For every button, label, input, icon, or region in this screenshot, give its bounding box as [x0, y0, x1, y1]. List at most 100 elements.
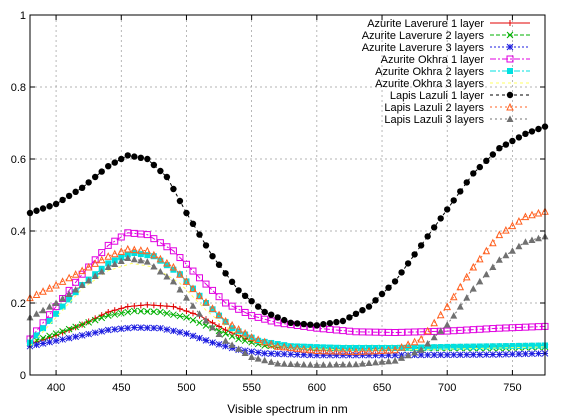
data-point	[85, 179, 92, 186]
data-point	[163, 272, 171, 280]
data-point	[443, 351, 451, 359]
data-point	[53, 310, 60, 317]
data-point	[163, 309, 171, 317]
data-point	[98, 268, 106, 275]
data-point	[319, 361, 327, 368]
data-point	[515, 216, 523, 225]
legend-item: Lapis Lazuli 1 layer	[390, 90, 530, 102]
data-point	[91, 259, 99, 267]
data-point	[372, 328, 380, 336]
data-point	[444, 343, 451, 350]
data-point	[508, 247, 516, 254]
data-point	[52, 330, 60, 337]
data-point	[281, 316, 288, 324]
data-point	[104, 252, 113, 260]
data-point	[118, 155, 125, 163]
data-point	[392, 345, 399, 351]
series-9	[26, 232, 549, 368]
data-point	[183, 314, 190, 321]
data-point	[202, 280, 210, 288]
data-point	[352, 310, 360, 317]
data-point	[463, 343, 470, 350]
data-point	[261, 350, 269, 357]
data-point	[157, 308, 164, 316]
data-point	[326, 325, 334, 333]
data-point	[209, 339, 216, 346]
data-point	[528, 236, 536, 243]
data-point	[372, 358, 380, 366]
data-point	[267, 350, 275, 357]
data-point	[417, 242, 425, 249]
data-point	[143, 246, 152, 255]
data-point	[235, 328, 242, 335]
data-point	[176, 328, 184, 336]
data-point	[46, 311, 54, 319]
data-point	[46, 203, 53, 210]
data-point	[326, 351, 334, 359]
data-point	[215, 261, 223, 268]
y-tick-label: 0.4	[11, 226, 26, 238]
data-point	[169, 277, 177, 285]
data-point	[46, 332, 53, 340]
data-point	[352, 328, 360, 336]
data-point	[404, 351, 412, 359]
data-point	[137, 324, 145, 332]
data-point	[313, 322, 321, 329]
data-point	[502, 324, 510, 332]
data-point	[365, 346, 373, 355]
data-point	[352, 347, 360, 356]
data-point	[137, 246, 145, 254]
data-point	[287, 360, 295, 367]
data-point	[209, 306, 216, 313]
data-point	[248, 312, 256, 320]
data-point	[489, 151, 497, 158]
data-point	[39, 205, 47, 212]
data-point	[535, 342, 542, 349]
data-point	[508, 221, 517, 230]
data-point	[228, 332, 236, 340]
data-point	[261, 338, 268, 345]
data-point	[170, 185, 177, 193]
data-point	[209, 323, 217, 331]
data-point	[235, 287, 242, 294]
data-point	[235, 305, 243, 313]
data-point	[241, 349, 249, 356]
x-tick-label: 500	[177, 382, 195, 394]
data-point	[509, 350, 516, 358]
x-axis-label: Visible spectrum in nm	[227, 402, 348, 416]
data-point	[33, 341, 40, 349]
data-point	[52, 280, 60, 289]
data-point	[156, 239, 164, 247]
data-point	[144, 252, 151, 259]
data-point	[489, 351, 497, 358]
data-point	[332, 346, 341, 355]
data-point	[410, 337, 419, 346]
data-point	[482, 351, 490, 358]
data-point	[502, 350, 510, 358]
data-point	[397, 342, 406, 351]
data-point	[528, 342, 535, 349]
data-point	[196, 231, 203, 238]
data-point	[65, 192, 73, 200]
data-point	[111, 260, 119, 267]
data-point	[339, 327, 347, 335]
data-point	[150, 235, 158, 243]
data-point	[104, 263, 112, 270]
data-point	[326, 361, 334, 368]
data-point	[183, 209, 190, 217]
data-point	[144, 301, 151, 308]
plot-frame	[29, 14, 546, 376]
data-point	[150, 308, 158, 316]
data-point	[215, 330, 223, 338]
data-point	[489, 343, 496, 350]
data-point	[248, 298, 255, 305]
data-point	[241, 292, 249, 299]
data-point	[124, 152, 131, 159]
data-point	[293, 351, 301, 358]
data-point	[365, 303, 373, 310]
legend-marker	[506, 43, 514, 51]
data-point	[247, 333, 256, 341]
data-point	[52, 200, 60, 208]
data-point	[52, 299, 60, 306]
data-point	[424, 233, 431, 240]
